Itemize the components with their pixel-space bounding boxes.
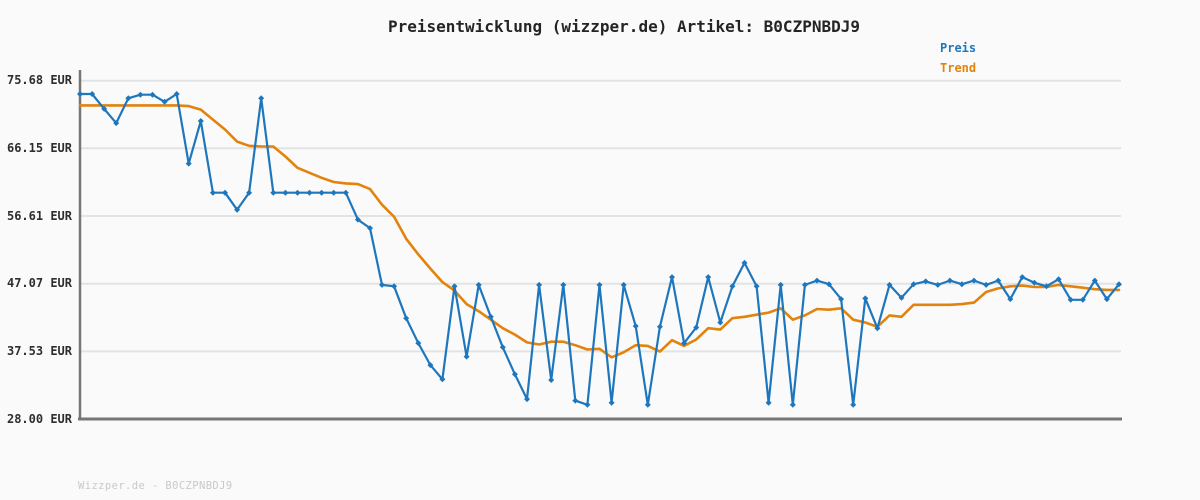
y-axis: 75.68 EUR 66.15 EUR 56.61 EUR 47.07 EUR 37.5… [0, 0, 72, 500]
y-axis-tick-label: 66.15 EUR [6, 140, 72, 155]
y-axis-tick-label: 47.07 EUR [6, 276, 72, 291]
watermark: Wizzper.de - B0CZPNBDJ9 [78, 480, 233, 492]
legend-item-preis: Preis [940, 41, 977, 55]
series-line-trend [78, 104, 1121, 359]
y-axis-tick-label: 28.00 EUR [6, 411, 72, 426]
legend-item-trend: Trend [940, 61, 977, 75]
y-axis-tick-label: 56.61 EUR [6, 208, 72, 223]
chart-legend: Preis Trend [940, 38, 976, 78]
y-axis-tick-label: 37.53 EUR [6, 343, 72, 358]
y-axis-tick-label: 75.68 EUR [6, 73, 72, 88]
chart-title: Preisentwicklung (wizzper.de) Artikel: B… [387, 17, 860, 36]
